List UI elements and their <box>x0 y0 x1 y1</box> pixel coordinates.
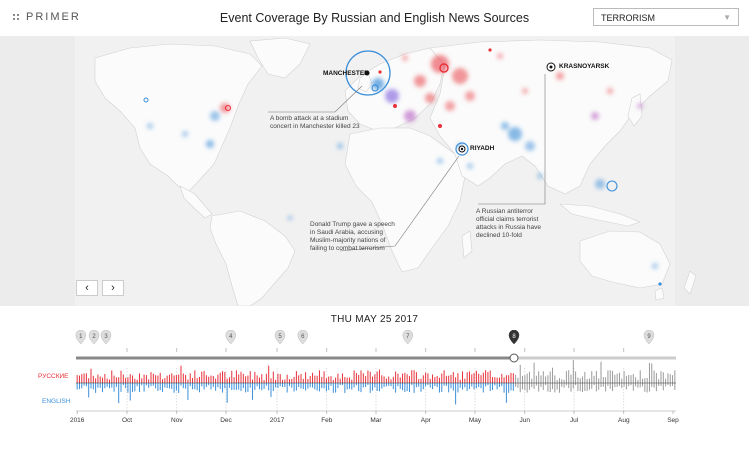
month-label: Feb <box>321 417 333 424</box>
japan <box>627 93 643 127</box>
month-label: 2017 <box>270 417 285 424</box>
next-button[interactable]: › <box>102 280 124 296</box>
asia <box>429 39 673 195</box>
page-title: Event Coverage By Russian and English Ne… <box>219 11 530 25</box>
topic-select[interactable]: TERRORISM ▼ <box>593 8 739 26</box>
tasmania <box>654 287 665 301</box>
event-marker-7[interactable]: 7 <box>402 330 414 345</box>
map-svg <box>75 36 697 306</box>
africa <box>344 127 466 273</box>
prev-button[interactable]: ‹ <box>76 280 98 296</box>
annotation-krasnoyarsk: A Russian antiterror official claims ter… <box>476 208 542 239</box>
north-america <box>94 43 263 193</box>
event-marker-label: 9 <box>647 334 651 340</box>
central-america <box>179 185 213 219</box>
world-map[interactable]: MANCHESTER KRASNOYARSK RIYADH A bomb att… <box>0 36 749 306</box>
month-label: Nov <box>171 417 183 424</box>
logo-text: PRIMER <box>26 11 81 23</box>
month-labels: 2016 Oct Nov Dec 2017 Feb Mar Apr May Jun Jul Aug Se… <box>70 411 679 424</box>
new-zealand <box>683 270 697 295</box>
event-marker-label: 2 <box>92 334 96 340</box>
south-america <box>209 210 296 306</box>
month-label: Mar <box>370 417 382 424</box>
indonesia <box>559 203 641 227</box>
callout-lines <box>268 74 546 252</box>
event-blobs <box>147 53 658 269</box>
russian-label: РУССКИЕ <box>38 373 69 380</box>
manchester-marker[interactable] <box>364 70 370 76</box>
chevron-down-icon: ▼ <box>723 13 731 22</box>
event-dots <box>143 48 662 286</box>
month-label: Dec <box>220 417 232 424</box>
event-marker-label: 5 <box>278 334 282 340</box>
month-label: Aug <box>618 417 630 424</box>
header: PRIMER Event Coverage By Russian and Eng… <box>0 0 749 36</box>
manchester-halo <box>345 50 391 96</box>
month-label: 2016 <box>70 417 85 424</box>
city-label-manchester: MANCHESTER <box>323 70 369 77</box>
timeline-svg[interactable]: 1 2 3 4 5 6 7 8 9 2016 Oct Nov Dec 2017 Feb Mar Apr May J… <box>0 330 749 460</box>
continents <box>94 37 697 306</box>
event-marker-5[interactable]: 5 <box>274 330 286 345</box>
coverage-bars <box>76 360 676 405</box>
month-label: Jul <box>570 417 579 424</box>
current-date: THU MAY 25 2017 <box>330 314 419 325</box>
topic-value: TERRORISM <box>601 13 655 23</box>
city-label-krasnoyarsk: KRASNOYARSK <box>559 63 610 70</box>
australia <box>579 230 671 289</box>
annotation-riyadh: Donald Trump gave a speech in Saudi Arab… <box>310 221 395 252</box>
event-marker-9[interactable]: 9 <box>643 330 655 345</box>
greenland <box>249 37 311 79</box>
event-marker-6[interactable]: 6 <box>297 330 309 345</box>
annotation-manchester: A bomb attack at a stadium concert in Ma… <box>270 115 360 130</box>
primer-logo[interactable]: PRIMER <box>12 11 81 23</box>
event-marker-1[interactable]: 1 <box>75 330 87 345</box>
month-label: Oct <box>122 417 132 424</box>
month-label: May <box>469 417 482 424</box>
dots-icon <box>12 13 20 21</box>
month-label: Sep <box>667 417 679 424</box>
event-marker-label: 6 <box>301 334 305 340</box>
event-marker-label: 8 <box>512 334 516 340</box>
month-label: Apr <box>421 417 432 424</box>
event-marker-label: 7 <box>406 334 410 340</box>
event-marker-2[interactable]: 2 <box>88 330 100 345</box>
europe <box>344 47 446 131</box>
event-marker-4[interactable]: 4 <box>225 330 237 345</box>
english-label: ENGLISH <box>42 398 71 405</box>
event-marker-label: 1 <box>79 334 83 340</box>
event-marker-3[interactable]: 3 <box>100 330 112 345</box>
month-label: Jun <box>520 417 531 424</box>
city-label-riyadh: RIYADH <box>470 145 495 152</box>
event-marker-label: 3 <box>104 334 108 340</box>
madagascar <box>461 230 473 259</box>
timeline-slider-handle[interactable] <box>509 353 519 363</box>
event-marker-label: 4 <box>229 334 233 340</box>
event-marker-8[interactable]: 8 <box>508 330 520 345</box>
riyadh-halo <box>455 142 469 156</box>
event-markers[interactable]: 1 2 3 4 5 6 7 8 9 <box>75 330 655 345</box>
